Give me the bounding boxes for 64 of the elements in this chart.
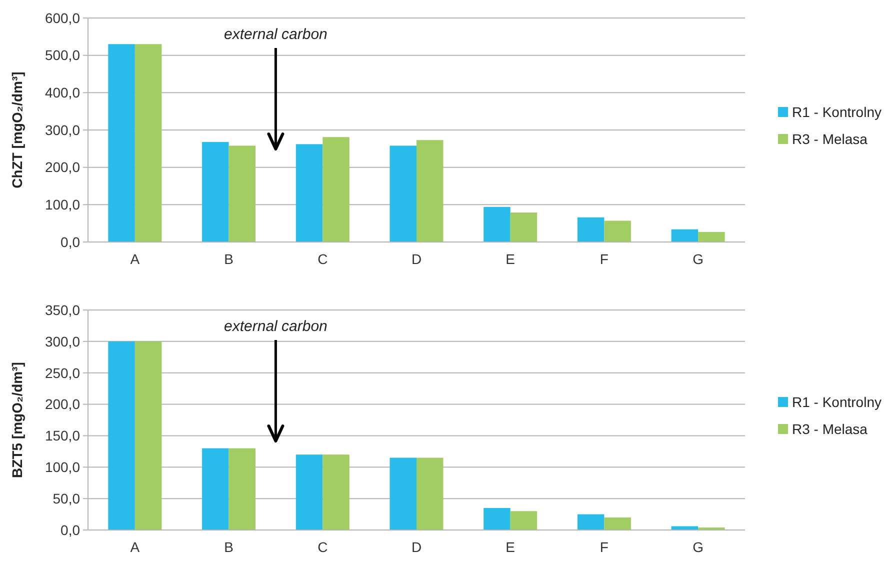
bar — [296, 144, 323, 242]
y-tick-label: 0,0 — [60, 522, 80, 538]
bar — [134, 44, 162, 242]
bar — [577, 514, 604, 530]
x-tick-label: A — [130, 251, 140, 267]
y-tick-label: 200,0 — [44, 396, 80, 412]
x-tick-label: E — [506, 251, 516, 267]
bar — [202, 142, 229, 242]
bar — [671, 229, 698, 242]
y-tick-label: 300,0 — [44, 333, 80, 350]
y-tick-label: 250,0 — [44, 364, 80, 381]
y-tick-label: 50,0 — [52, 490, 80, 506]
x-tick-label: C — [318, 539, 328, 555]
bar — [228, 146, 256, 242]
x-tick-label: F — [600, 251, 608, 267]
bar — [671, 526, 698, 530]
y-tick-label: 300,0 — [44, 122, 80, 138]
annotation: external carbon — [224, 318, 328, 335]
y-tick-label: 400,0 — [44, 84, 80, 101]
x-tick-label: F — [600, 539, 608, 555]
bar — [510, 212, 538, 242]
x-tick-label: D — [411, 539, 422, 555]
bar — [604, 220, 631, 242]
x-tick-label: B — [224, 251, 234, 267]
x-tick-label: D — [411, 251, 422, 267]
y-tick-label: 0,0 — [60, 234, 80, 250]
bar — [416, 458, 444, 530]
bar — [390, 146, 416, 242]
bar — [390, 458, 416, 530]
y-tick-label: 600,0 — [44, 10, 80, 26]
bar — [134, 341, 162, 530]
y-tick-label: 500,0 — [44, 47, 80, 64]
x-tick-label: C — [318, 251, 328, 267]
legend-label: R1 - Kontrolny — [792, 394, 882, 410]
annotation: external carbon — [224, 26, 328, 43]
bar — [510, 511, 538, 530]
bar — [296, 454, 323, 530]
bar — [698, 232, 725, 242]
y-tick-label: 100,0 — [44, 196, 80, 213]
y-tick-label: 350,0 — [44, 302, 80, 318]
y-axis-title: ChZT [mgO₂/dm³] — [9, 72, 25, 188]
bar — [322, 137, 350, 242]
legend-label: R3 - Melasa — [792, 420, 868, 437]
x-tick-label: E — [506, 539, 516, 555]
bar — [577, 217, 604, 242]
bar — [484, 508, 510, 530]
y-axis-title: BZT5 [mgO₂/dm³] — [9, 362, 25, 478]
bar — [484, 206, 510, 242]
y-tick-label: 100,0 — [44, 459, 80, 476]
legend-label: R3 - Melasa — [792, 130, 868, 147]
bar — [604, 517, 631, 530]
x-tick-label: A — [130, 539, 140, 555]
bar — [228, 448, 256, 530]
bar — [416, 140, 444, 242]
x-tick-label: G — [692, 251, 704, 267]
x-tick-label: B — [224, 539, 234, 555]
bar — [202, 448, 229, 530]
bar — [108, 341, 135, 530]
y-tick-label: 150,0 — [44, 428, 80, 444]
bar — [322, 454, 350, 530]
x-tick-label: G — [692, 539, 704, 555]
y-tick-label: 200,0 — [44, 159, 80, 176]
legend-label: R1 - Kontrolny — [792, 104, 882, 120]
bar — [108, 44, 135, 242]
